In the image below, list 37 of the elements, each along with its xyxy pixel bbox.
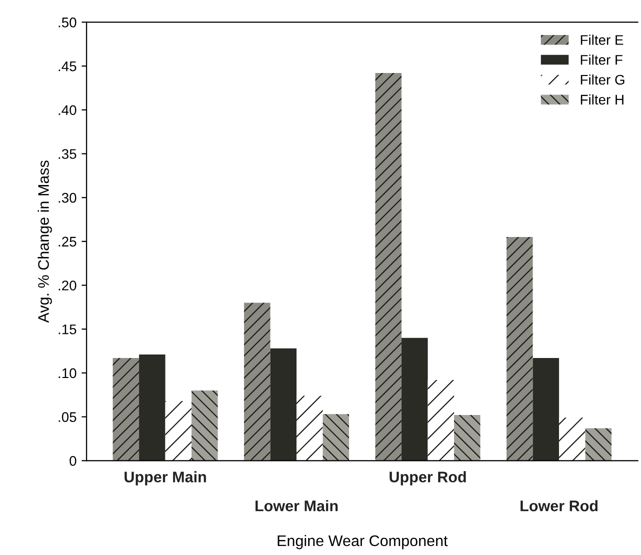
bar: [192, 390, 218, 461]
x-tick-label: Lower Main: [256, 500, 338, 512]
bar: [428, 380, 454, 461]
bar: [506, 237, 533, 461]
y-tick-label: .20: [58, 280, 76, 290]
bar: [296, 396, 323, 461]
x-tick-label: Lower Rod: [520, 500, 598, 512]
bar: [139, 354, 166, 461]
bar: [270, 348, 297, 461]
bar: [244, 302, 270, 461]
bar: [585, 428, 612, 461]
bar: [165, 401, 192, 461]
y-tick-label: .25: [58, 236, 76, 247]
bar: [375, 73, 402, 461]
legend-label: Filter G: [580, 74, 624, 85]
x-tick-label: Upper Main: [124, 471, 206, 486]
y-tick-label: .30: [58, 192, 76, 203]
legend-label: Filter E: [580, 34, 624, 45]
y-axis-title: Avg. % Change in Mass: [38, 160, 52, 323]
x-tick-label: Upper Rod: [390, 471, 466, 486]
bar: [454, 415, 480, 461]
bar: [402, 338, 428, 461]
y-tick-label: .50: [58, 18, 76, 28]
legend-label: Filter F: [580, 54, 622, 65]
x-axis-title: Engine Wear Component: [278, 534, 448, 550]
y-tick-label: 0: [70, 456, 76, 466]
y-tick-label: .35: [58, 149, 76, 159]
bar: [559, 418, 586, 461]
y-tick-label: .05: [58, 412, 76, 422]
y-tick-label: .45: [58, 62, 76, 72]
y-tick-label: .10: [58, 368, 76, 378]
bar: [532, 358, 560, 461]
bar: [112, 358, 140, 461]
y-tick-label: .40: [58, 105, 76, 116]
bar: [322, 414, 350, 461]
y-tick-label: .15: [58, 324, 76, 334]
legend-label: Filter H: [580, 94, 624, 105]
